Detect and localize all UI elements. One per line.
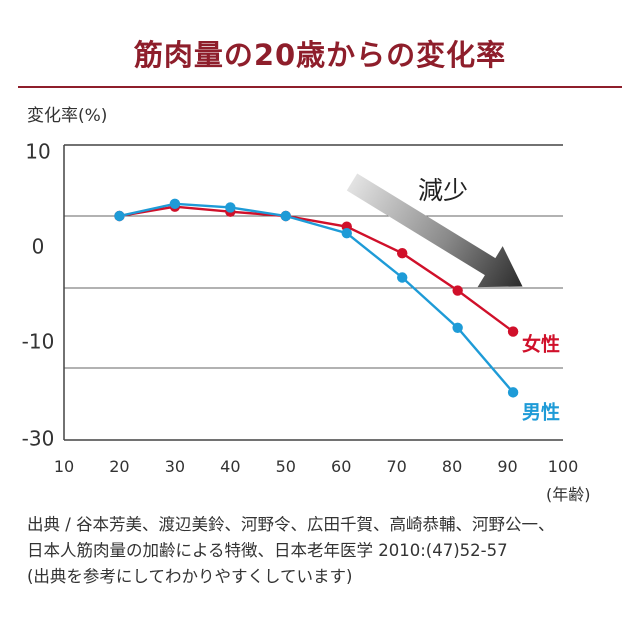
- decrease-annotation: 減少: [418, 176, 468, 205]
- data-point: [452, 322, 463, 333]
- y-tick-label: 10: [25, 140, 50, 164]
- x-axis-unit: (年齢): [546, 485, 591, 504]
- decrease-arrow-shape: [346, 173, 523, 288]
- series-line-2: [119, 202, 515, 394]
- title-underline: [18, 86, 622, 88]
- y-tick-label: -30: [22, 427, 55, 451]
- series-label: 女性: [522, 333, 560, 356]
- chart-title: 筋肉量の20歳からの変化率: [133, 38, 507, 72]
- data-point: [507, 326, 519, 337]
- x-tick-label: 70: [386, 457, 406, 476]
- data-point: [341, 227, 352, 239]
- x-tick-label: 90: [497, 457, 517, 476]
- series-label: 男性: [522, 401, 560, 424]
- x-tick-label: 20: [109, 457, 129, 476]
- data-point: [225, 202, 236, 213]
- y-tick-label: -10: [22, 330, 55, 354]
- decrease-arrow-polygon: [346, 173, 523, 288]
- source-line-3: (出典を参考にしてわかりやすくしています): [27, 567, 353, 586]
- y-axis-label: 変化率(%): [27, 106, 108, 126]
- x-tick-label: 10: [54, 457, 74, 476]
- x-tick-label: 30: [165, 457, 185, 476]
- x-tick-label: 80: [442, 457, 462, 476]
- data-point: [397, 272, 408, 283]
- x-tick-label: 60: [331, 457, 351, 476]
- data-point: [507, 387, 519, 398]
- data-point: [452, 285, 463, 296]
- source-line-1: 出典 / 谷本芳美、渡辺美鈴、河野令、広田千賀、高崎恭輔、河野公一、: [27, 515, 555, 534]
- decrease-arrow: 減少: [346, 173, 523, 288]
- x-tick-label: 40: [220, 457, 240, 476]
- data-point: [114, 210, 125, 222]
- x-tick-label: 50: [276, 457, 296, 476]
- y-tick-label: 0: [32, 235, 45, 259]
- x-tick-label: 100: [548, 457, 579, 476]
- source-line-2: 日本人筋肉量の加齢による特徴、日本老年医学 2010:(47)52-57: [27, 541, 508, 560]
- series-line-1: [119, 205, 514, 333]
- source-citation: 出典 / 谷本芳美、渡辺美鈴、河野令、広田千賀、高崎恭輔、河野公一、 日本人筋肉…: [27, 512, 627, 590]
- data-point: [280, 210, 291, 222]
- grid-layer: [63, 144, 563, 441]
- data-point: [169, 198, 181, 210]
- data-point: [397, 247, 408, 259]
